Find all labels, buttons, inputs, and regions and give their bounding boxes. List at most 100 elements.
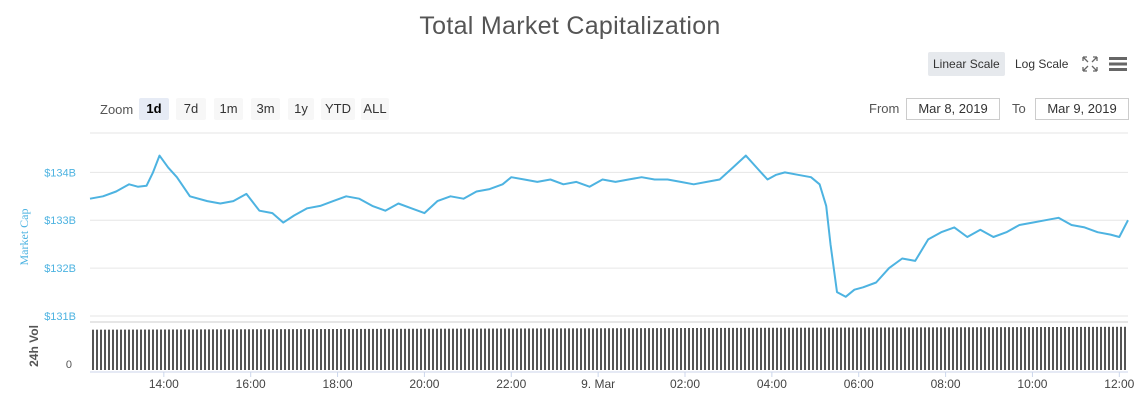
volume-bar — [580, 328, 582, 370]
volume-bar — [720, 327, 722, 370]
fullscreen-icon[interactable] — [1082, 56, 1098, 72]
volume-bar — [332, 329, 334, 370]
volume-bar — [896, 327, 898, 370]
linear-scale-button[interactable]: Linear Scale — [928, 52, 1005, 76]
volume-bar — [280, 329, 282, 370]
volume-bar — [228, 329, 230, 370]
volume-bar — [364, 328, 366, 370]
volume-bar — [468, 328, 470, 370]
volume-bar — [348, 328, 350, 370]
from-label: From — [869, 101, 900, 116]
to-date-input[interactable] — [1035, 98, 1129, 120]
volume-bar — [472, 328, 474, 370]
volume-bar — [1008, 327, 1010, 370]
zoom-button-7d[interactable]: 7d — [176, 98, 206, 120]
volume-bar — [808, 327, 810, 370]
volume-bar — [888, 327, 890, 370]
volume-bar — [140, 329, 142, 370]
volume-bar — [668, 328, 670, 370]
volume-bar — [180, 329, 182, 370]
volume-bar — [360, 328, 362, 370]
volume-bar — [984, 327, 986, 370]
volume-bar — [168, 329, 170, 370]
y-tick-label: $132B — [44, 263, 76, 275]
volume-bar — [152, 329, 154, 370]
volume-bar — [884, 327, 886, 370]
chart-title: Total Market Capitalization — [419, 12, 721, 40]
volume-bar — [464, 328, 466, 370]
volume-bar — [924, 327, 926, 370]
zoom-button-1y[interactable]: 1y — [288, 98, 314, 120]
volume-bar — [196, 329, 198, 370]
volume-bar — [268, 329, 270, 370]
zoom-button-1m[interactable]: 1m — [214, 98, 243, 120]
volume-bar — [932, 327, 934, 370]
volume-bar — [1028, 327, 1030, 370]
volume-bar — [376, 328, 378, 370]
volume-bar — [1048, 327, 1050, 370]
volume-bar — [832, 327, 834, 370]
x-tick-label: 08:00 — [931, 377, 961, 391]
volume-bar — [396, 328, 398, 370]
volume-bar — [564, 328, 566, 370]
volume-bar — [120, 329, 122, 370]
volume-bar — [900, 327, 902, 370]
volume-bar — [756, 327, 758, 370]
volume-bar — [624, 328, 626, 370]
volume-bar — [416, 328, 418, 370]
volume-bar — [540, 328, 542, 370]
volume-bar — [704, 327, 706, 370]
volume-bar — [1016, 327, 1018, 370]
zoom-button-all[interactable]: ALL — [361, 98, 389, 120]
volume-bar — [452, 328, 454, 370]
volume-bar — [316, 329, 318, 370]
volume-bar — [1100, 326, 1102, 370]
volume-bar — [764, 327, 766, 370]
volume-bar — [492, 328, 494, 370]
volume-bar — [260, 329, 262, 370]
volume-bar — [576, 328, 578, 370]
volume-bar — [792, 327, 794, 370]
volume-bar — [584, 328, 586, 370]
volume-bar — [528, 328, 530, 370]
x-tick-label: 14:00 — [149, 377, 179, 391]
volume-bar — [996, 327, 998, 370]
volume-bar — [836, 327, 838, 370]
volume-bar — [128, 329, 130, 370]
volume-bar — [636, 328, 638, 370]
volume-bar — [776, 327, 778, 370]
volume-bar — [164, 329, 166, 370]
volume-bar — [972, 327, 974, 370]
zoom-button-1d[interactable]: 1d — [139, 98, 169, 120]
volume-bar — [880, 327, 882, 370]
volume-bar — [1056, 326, 1058, 370]
volume-bar — [728, 327, 730, 370]
volume-bar — [444, 328, 446, 370]
volume-bar — [676, 328, 678, 370]
volume-bar — [216, 329, 218, 370]
volume-bar — [112, 329, 114, 370]
volume-bar — [240, 329, 242, 370]
zoom-button-3m[interactable]: 3m — [251, 98, 280, 120]
volume-bar — [772, 327, 774, 370]
log-scale-button[interactable]: Log Scale — [1015, 57, 1069, 71]
volume-bar — [892, 327, 894, 370]
volume-bar — [420, 328, 422, 370]
volume-bar — [544, 328, 546, 370]
volume-bar — [1076, 326, 1078, 370]
volume-bar — [964, 327, 966, 370]
volume-bar — [960, 327, 962, 370]
volume-bar — [536, 328, 538, 370]
volume-bar — [648, 328, 650, 370]
zoom-button-ytd[interactable]: YTD — [321, 98, 355, 120]
volume-bar — [496, 328, 498, 370]
volume-bar — [656, 328, 658, 370]
from-date-input[interactable] — [906, 98, 1000, 120]
volume-bar — [1052, 327, 1054, 370]
volume-bar — [592, 328, 594, 370]
volume-bar — [336, 328, 338, 370]
hamburger-menu-icon[interactable] — [1108, 55, 1128, 73]
volume-tick-label: 0 — [66, 359, 72, 371]
volume-bar — [948, 327, 950, 370]
x-tick-label: 16:00 — [236, 377, 266, 391]
